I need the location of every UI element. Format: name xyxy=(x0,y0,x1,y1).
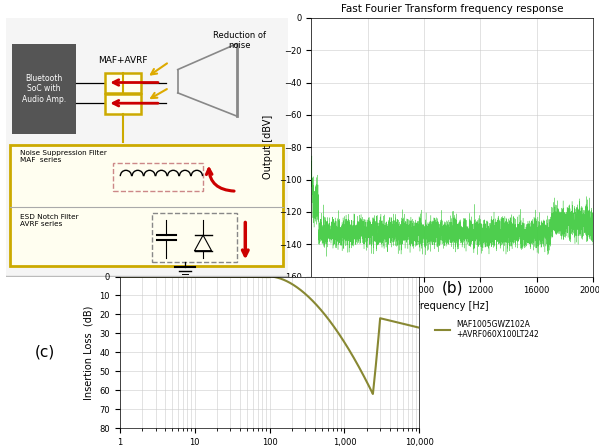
Text: (b): (b) xyxy=(441,280,463,295)
Text: MAF+AVRF: MAF+AVRF xyxy=(98,56,147,65)
Bar xyxy=(113,163,203,191)
Y-axis label: Output [dBV]: Output [dBV] xyxy=(264,115,273,179)
FancyBboxPatch shape xyxy=(104,94,141,114)
Text: Bluetooth
SoC with
Audio Amp.: Bluetooth SoC with Audio Amp. xyxy=(22,74,66,104)
Bar xyxy=(152,213,237,262)
Y-axis label: Insertion Loss  (dB): Insertion Loss (dB) xyxy=(84,305,94,400)
Text: Reduction of
noise: Reduction of noise xyxy=(213,31,266,50)
Text: Noise Suppression Filter
MAF  series: Noise Suppression Filter MAF series xyxy=(20,150,107,163)
X-axis label: Frequency [Hz]: Frequency [Hz] xyxy=(416,301,489,311)
FancyBboxPatch shape xyxy=(104,74,141,93)
Legend: MAF1005GWZ102A
+AVRF060X100LT242: MAF1005GWZ102A +AVRF060X100LT242 xyxy=(432,317,542,343)
FancyBboxPatch shape xyxy=(11,44,76,134)
Title: Fast Fourier Transform frequency response: Fast Fourier Transform frequency respons… xyxy=(341,4,564,14)
Text: (c): (c) xyxy=(35,345,55,360)
FancyBboxPatch shape xyxy=(0,12,295,277)
Text: ESD Notch Filter
AVRF series: ESD Notch Filter AVRF series xyxy=(20,215,78,227)
Text: (a): (a) xyxy=(136,282,158,297)
FancyBboxPatch shape xyxy=(10,145,283,266)
